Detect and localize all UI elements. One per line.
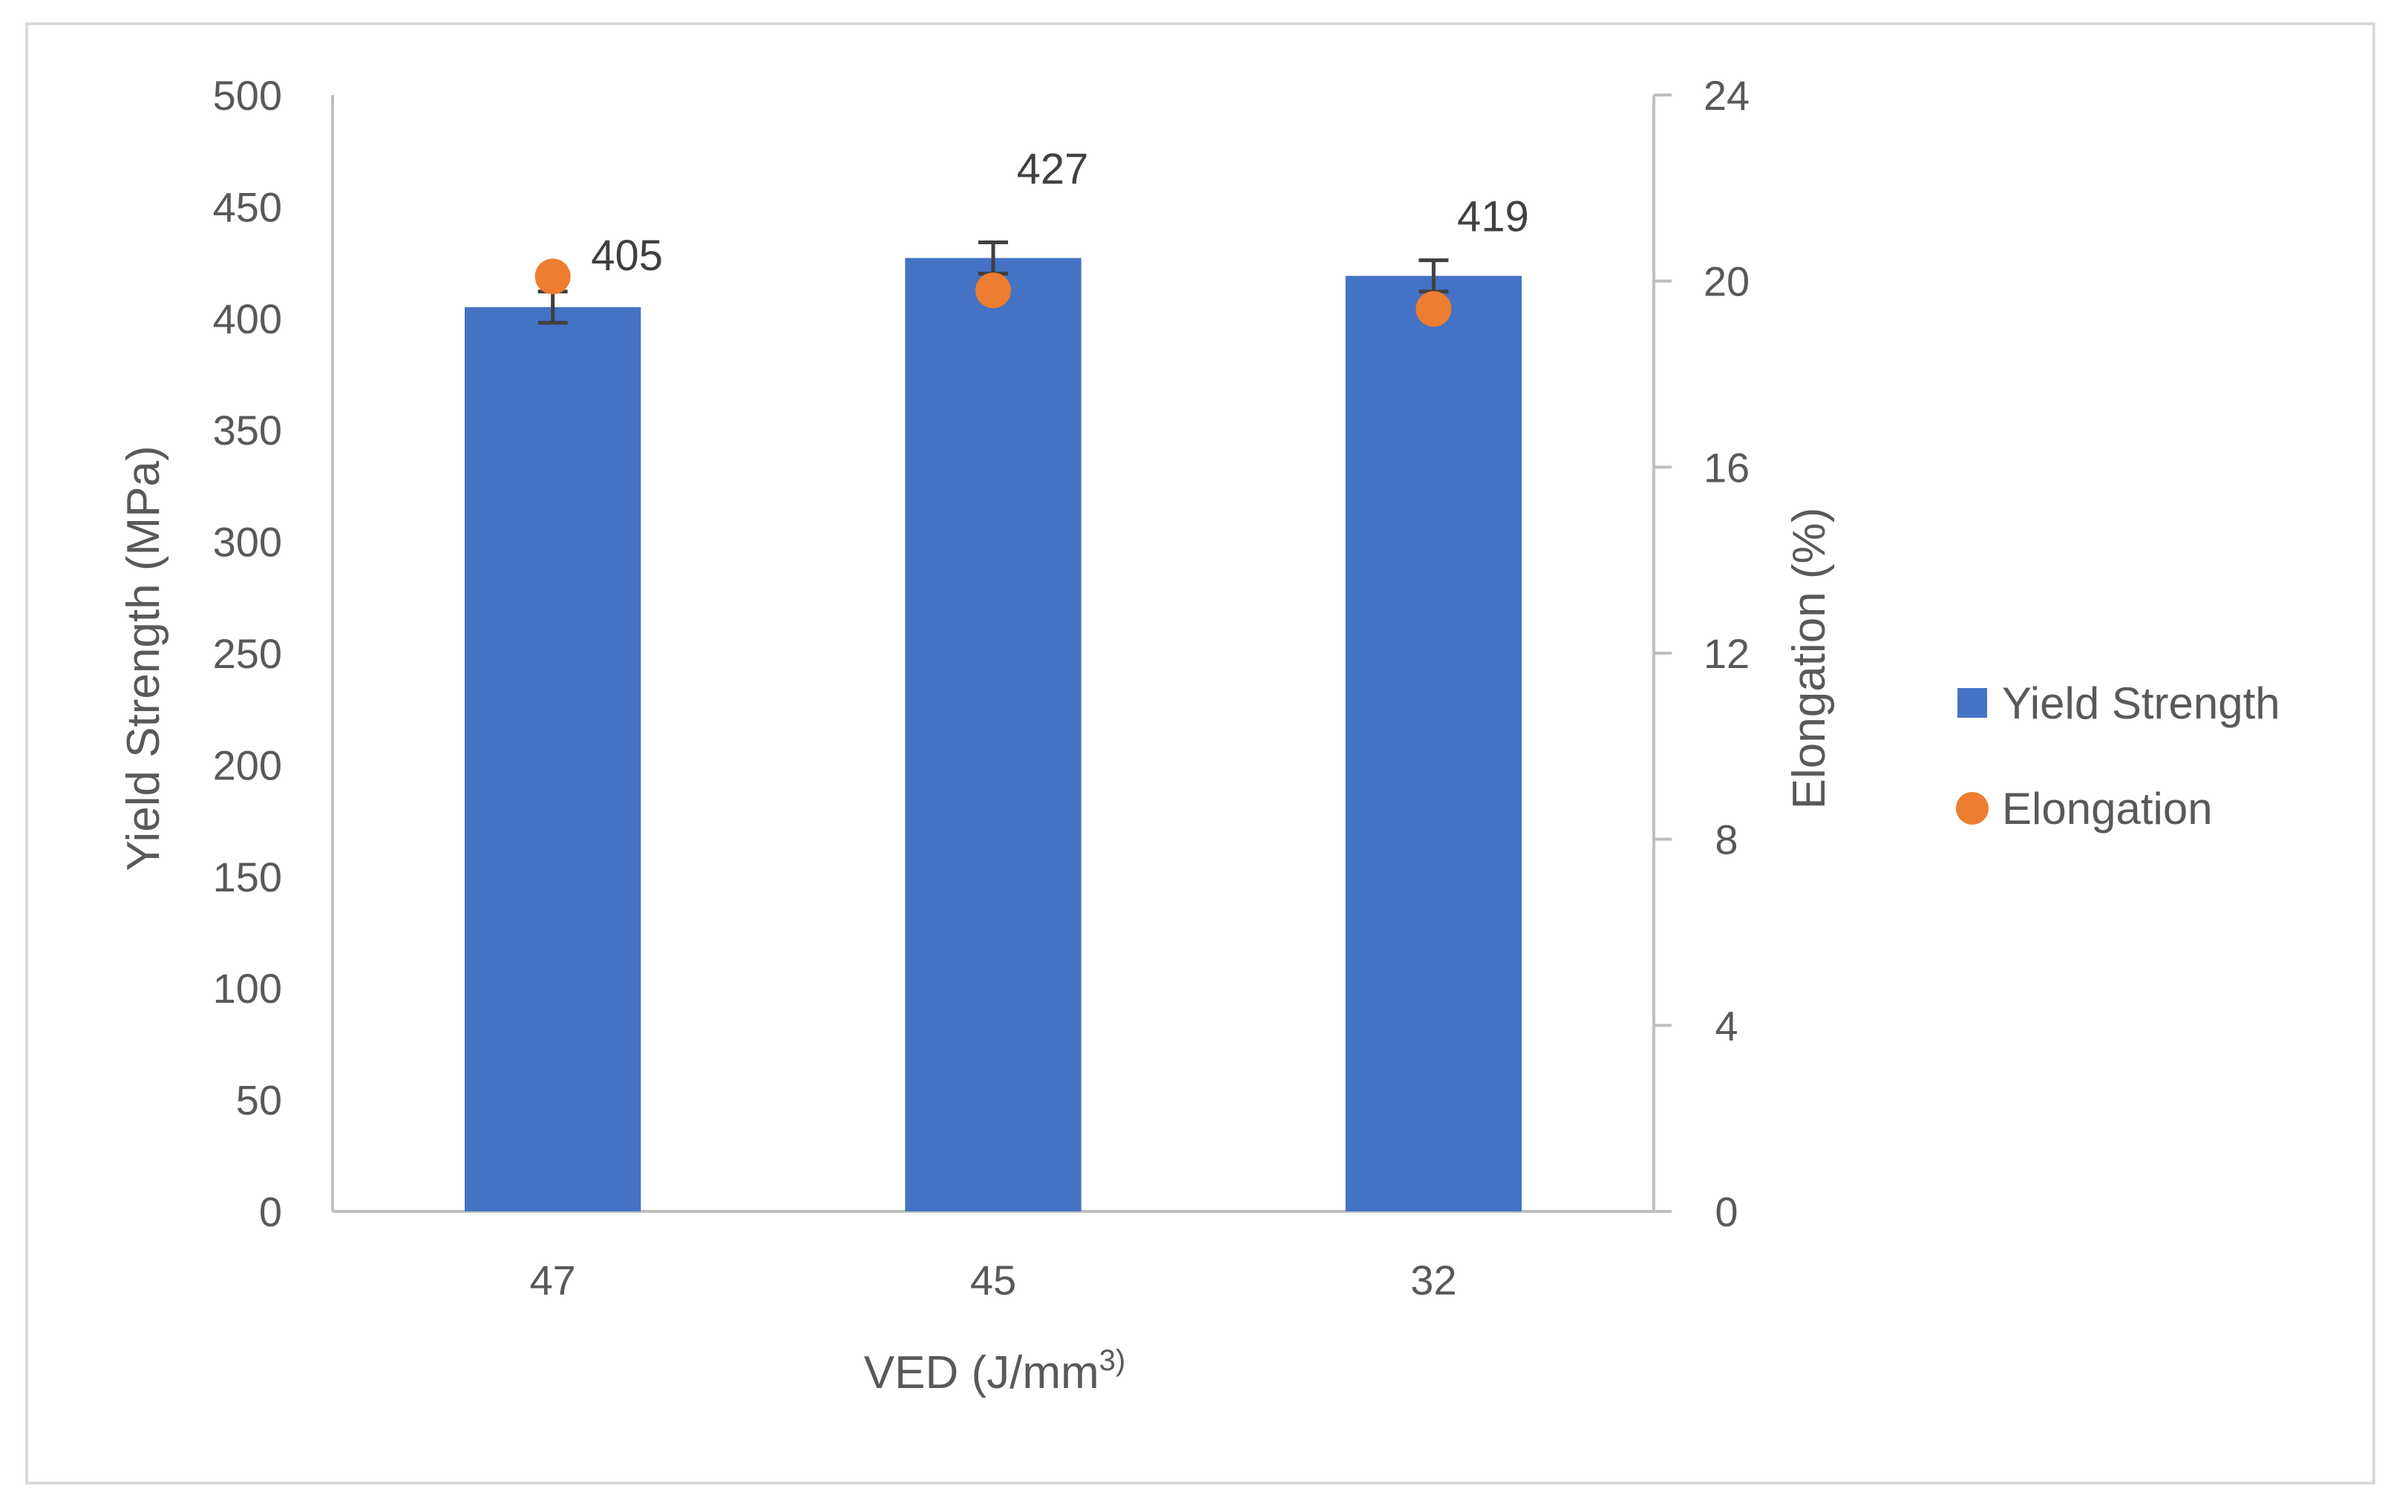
y2-tick-label: 20 xyxy=(1704,258,1750,305)
tick-labels: 0 50 100 150 200 250 300 350 400 450 500 0 4 8 12 16 20 2… xyxy=(213,72,1750,1303)
bar-yield-strength xyxy=(465,307,641,1211)
y2-tick-label: 4 xyxy=(1715,1002,1738,1049)
y2-axis-title: Elongation (%) xyxy=(1784,508,1835,810)
bar-yield-strength xyxy=(1345,275,1522,1212)
y-tick-label: 500 xyxy=(213,72,282,119)
bars xyxy=(465,258,1522,1212)
y-tick-label: 100 xyxy=(213,965,282,1012)
legend-swatch-yield-strength xyxy=(1957,688,1987,718)
y-tick-label: 400 xyxy=(213,295,282,342)
point-elongation xyxy=(1416,291,1452,327)
bar-yield-strength xyxy=(905,258,1082,1212)
chart-frame xyxy=(25,22,2375,1485)
y-tick-label: 150 xyxy=(213,854,282,900)
data-labels: 405 427 419 xyxy=(591,145,1528,280)
x-tick-label: 32 xyxy=(1410,1257,1456,1303)
y-tick-label: 0 xyxy=(259,1188,282,1235)
x-axis-title-superscript: 3) xyxy=(1099,1344,1126,1377)
x-tick-label: 45 xyxy=(970,1257,1016,1303)
x-tick-label: 47 xyxy=(530,1257,576,1303)
legend-label-yield-strength: Yield Strength xyxy=(2002,678,2280,728)
y2-tick-label: 8 xyxy=(1715,816,1738,863)
y2-tick-label: 0 xyxy=(1715,1188,1738,1235)
legend-label-elongation: Elongation xyxy=(2002,784,2213,834)
y-tick-label: 450 xyxy=(213,183,282,230)
point-elongation xyxy=(975,272,1011,309)
y2-tick-label: 24 xyxy=(1704,72,1750,119)
data-label-yield-strength: 405 xyxy=(591,232,663,280)
data-label-yield-strength: 427 xyxy=(1017,145,1089,194)
x-axis-title: VED (J/mm3) xyxy=(864,1344,1125,1398)
y2-tick-label: 16 xyxy=(1704,444,1750,491)
data-label-yield-strength: 419 xyxy=(1457,193,1529,241)
y-tick-label: 300 xyxy=(213,519,282,566)
elongation-points xyxy=(534,258,1452,327)
y-tick-label: 200 xyxy=(213,742,282,788)
y-tick-label: 250 xyxy=(213,630,282,677)
y-axis-title: Yield Strength (MPa) xyxy=(118,445,169,871)
y-tick-label: 350 xyxy=(213,407,282,454)
legend: Yield Strength Elongation xyxy=(1956,678,2280,834)
legend-swatch-elongation xyxy=(1956,792,1989,825)
y2-tick-label: 12 xyxy=(1704,630,1750,677)
y-tick-label: 50 xyxy=(236,1077,282,1124)
point-elongation xyxy=(534,258,571,295)
